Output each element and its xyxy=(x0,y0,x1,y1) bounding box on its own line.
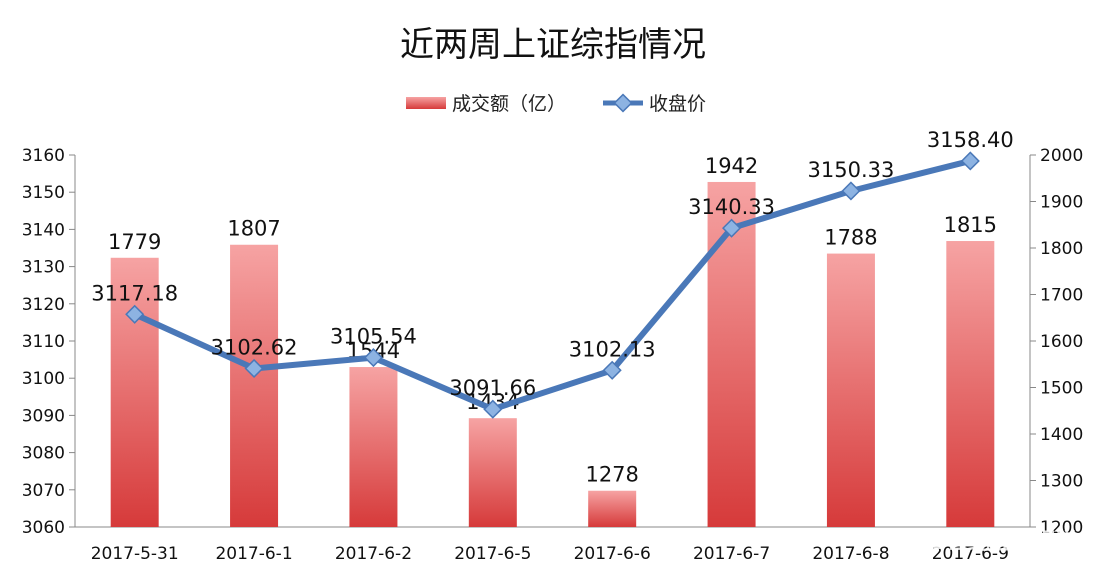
left-tick-label: 3090 xyxy=(22,406,65,426)
x-tick-label: 2017-6-1 xyxy=(215,544,292,564)
right-tick-label: 1300 xyxy=(1040,472,1083,492)
line-point-marker xyxy=(722,218,742,238)
right-tick-label: 2000 xyxy=(1040,146,1083,166)
line-point-marker xyxy=(602,360,622,380)
line-value-label: 3105.54 xyxy=(330,325,417,349)
right-tick-label: 1400 xyxy=(1040,425,1083,445)
left-tick-label: 3160 xyxy=(22,146,65,166)
left-tick-label: 3140 xyxy=(22,220,65,240)
right-tick-label: 1600 xyxy=(1040,332,1083,352)
line-point-marker xyxy=(244,358,264,378)
left-tick-label: 3130 xyxy=(22,258,65,278)
line-point-marker xyxy=(125,304,145,324)
left-tick-label: 3070 xyxy=(22,481,65,501)
legend-bar-label: 成交额（亿） xyxy=(452,93,566,115)
watermark-text: 21世纪经济报道 xyxy=(915,529,1078,555)
bar xyxy=(946,241,995,527)
x-tick-label: 2017-6-6 xyxy=(574,544,651,564)
bar xyxy=(707,181,756,527)
watermark-subtext: 21ST CENTURY BUSINESS HERALD xyxy=(923,561,1078,571)
axes: 3060 3070 3080 3090 3100 3110 3120 3130 3140 3150… xyxy=(22,146,1084,538)
x-tick-label: 2017-5-31 xyxy=(91,544,179,564)
line-labels: 3117.18 3102.62 3105.54 3091.66 3102.13 3140.… xyxy=(91,128,1013,400)
left-tick-label: 3110 xyxy=(22,332,65,352)
line-value-label: 3102.62 xyxy=(211,335,298,359)
line-value-label: 3102.13 xyxy=(569,337,656,361)
line-point-marker xyxy=(363,348,383,368)
legend-line-label: 收盘价 xyxy=(649,93,706,115)
x-tick-label: 2017-6-2 xyxy=(335,544,412,564)
bar-series xyxy=(110,181,995,527)
bar-value-label: 1815 xyxy=(944,213,997,237)
line-value-label: 3158.40 xyxy=(927,128,1014,152)
right-tick-label: 1700 xyxy=(1040,286,1083,306)
bar-value-label: 1942 xyxy=(705,154,758,178)
line-point-marker xyxy=(483,399,503,419)
right-tick-label: 1200 xyxy=(1040,518,1083,538)
x-axis-ticks: 2017-5-31 2017-6-1 2017-6-2 2017-6-5 2017-6-… xyxy=(91,544,1009,564)
left-tick-label: 3060 xyxy=(22,518,65,538)
right-tick-label: 1900 xyxy=(1040,193,1083,213)
left-tick-label: 3150 xyxy=(22,183,65,203)
bar-value-label: 1278 xyxy=(585,463,638,487)
chart-title: 近两周上证综指情况 xyxy=(400,25,706,65)
line-value-label: 3117.18 xyxy=(91,281,178,305)
watermark: 21世纪经济报道 21ST CENTURY BUSINESS HERALD xyxy=(915,529,1078,571)
bar xyxy=(110,257,159,527)
left-tick-label: 3080 xyxy=(22,444,65,464)
close-price-line xyxy=(131,157,974,413)
bar xyxy=(349,367,398,527)
bar xyxy=(468,418,517,527)
line-series xyxy=(125,151,980,419)
legend: 成交额（亿） 收盘价 xyxy=(406,93,706,115)
x-tick-label: 2017-6-8 xyxy=(812,544,889,564)
bar-value-label: 1779 xyxy=(108,230,161,254)
left-tick-label: 3100 xyxy=(22,369,65,389)
bar xyxy=(588,490,637,527)
x-tick-label: 2017-6-9 xyxy=(932,544,1009,564)
line-value-label: 3140.33 xyxy=(688,195,775,219)
legend-marker-icon xyxy=(613,93,633,113)
line-value-label: 3091.66 xyxy=(449,376,536,400)
legend-bar-swatch xyxy=(406,97,446,109)
bar-value-label: 1788 xyxy=(824,226,877,250)
right-tick-label: 1800 xyxy=(1040,239,1083,259)
x-tick-label: 2017-6-7 xyxy=(693,544,770,564)
line-value-label: 3150.33 xyxy=(808,158,895,182)
left-tick-label: 3120 xyxy=(22,295,65,315)
bar-value-label: 1807 xyxy=(227,217,280,241)
x-tick-label: 2017-6-5 xyxy=(454,544,531,564)
bar xyxy=(230,244,279,527)
right-tick-label: 1500 xyxy=(1040,379,1083,399)
line-point-marker xyxy=(960,151,980,171)
line-point-marker xyxy=(841,181,861,201)
bar xyxy=(826,253,875,527)
